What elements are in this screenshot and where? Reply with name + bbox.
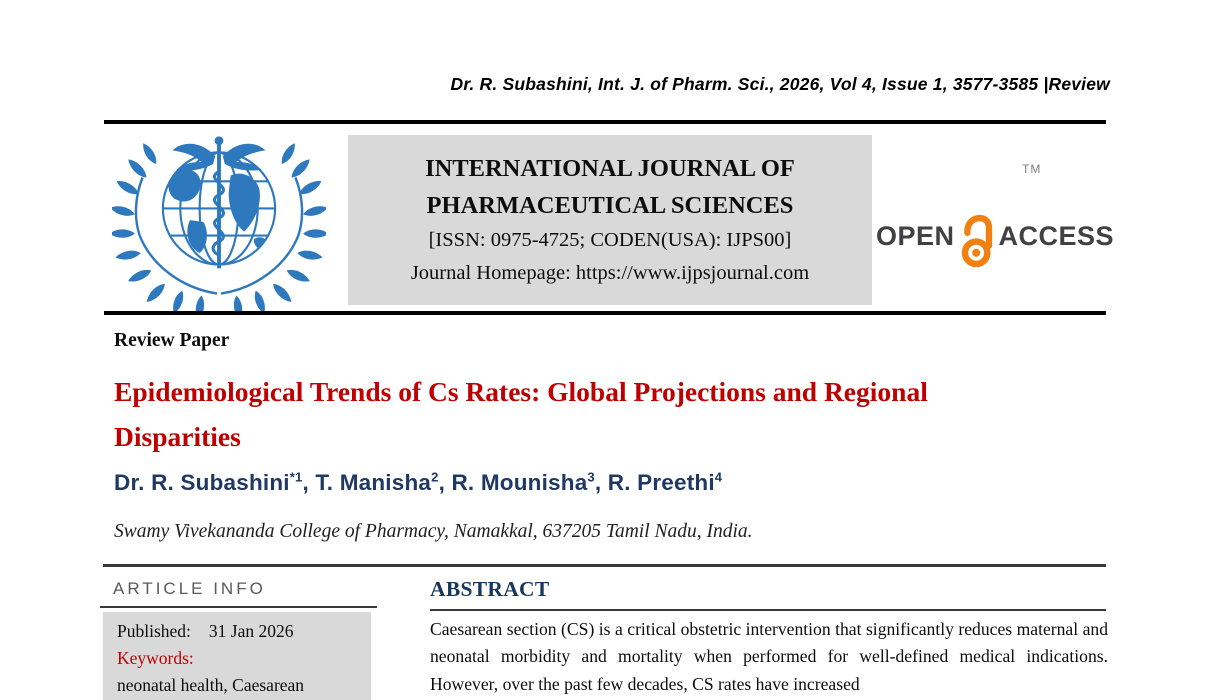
published-row: Published: 31 Jan 2026 [117,618,371,645]
masthead-bottom-rule [104,311,1106,315]
open-access-word-open: OPEN [876,220,955,251]
author-list: Dr. R. Subashini*1, T. Manisha2, R. Moun… [114,469,722,496]
author-2: T. Manisha2, [315,469,452,495]
top-divider-rule [104,120,1106,124]
keywords-value: neonatal health, Caesarean [117,675,305,695]
abstract-heading: ABSTRACT [430,577,550,601]
abstract-text: Caesarean section (CS) is a critical obs… [430,619,1108,694]
paper-title: Epidemiological Trends of Cs Rates: Glob… [114,369,1104,459]
author-1: Dr. R. Subashini*1, [114,469,316,495]
abstract-underline [430,609,1106,611]
author-4: R. Preethi4 [607,469,723,495]
author-1-affiliation-mark: *1 [289,469,303,484]
open-access-logo: OPEN TM ACCESS [876,150,1114,270]
author-3-affiliation-mark: 3 [587,469,595,484]
journal-title-line2: PHARMACEUTICAL SCIENCES [426,192,794,219]
author-affiliation: Swamy Vivekananda College of Pharmacy, N… [114,521,753,542]
author-3: R. Mounisha3, [451,469,608,495]
open-access-word-access: ACCESS [998,220,1114,251]
author-4-affiliation-mark: 4 [714,469,723,484]
published-date: 31 Jan 2026 [208,621,294,641]
paper-title-line2: Disparities [114,421,241,452]
article-info-box: Published: 31 Jan 2026 Keywords: neonatal… [103,612,371,700]
article-type-label: Review Paper [114,330,230,351]
journal-title-line1: INTERNATIONAL JOURNAL OF [425,155,795,182]
published-label: Published: [117,621,191,641]
article-info-heading: ARTICLE INFO [113,579,266,598]
journal-logo [112,133,326,311]
running-head-citation: Dr. R. Subashini, Int. J. of Pharm. Sci.… [450,74,1110,94]
journal-issn-line: [ISSN: 0975-4725; CODEN(USA): IJPS00] [428,229,792,251]
journal-homepage-link[interactable]: Journal Homepage: https://www.ijpsjourna… [410,262,810,284]
article-info-underline [100,606,377,608]
paper-title-line1: Epidemiological Trends of Cs Rates: Glob… [114,376,928,407]
trademark-symbol: TM [1022,162,1042,176]
journal-masthead: INTERNATIONAL JOURNAL OF PHARMACEUTICAL … [348,135,872,305]
who-globe-caduceus-icon [112,136,326,311]
open-access-padlock-icon [961,214,992,268]
keywords-label: Keywords: [117,648,194,668]
author-2-affiliation-mark: 2 [431,469,439,484]
section-divider-rule [103,564,1106,567]
